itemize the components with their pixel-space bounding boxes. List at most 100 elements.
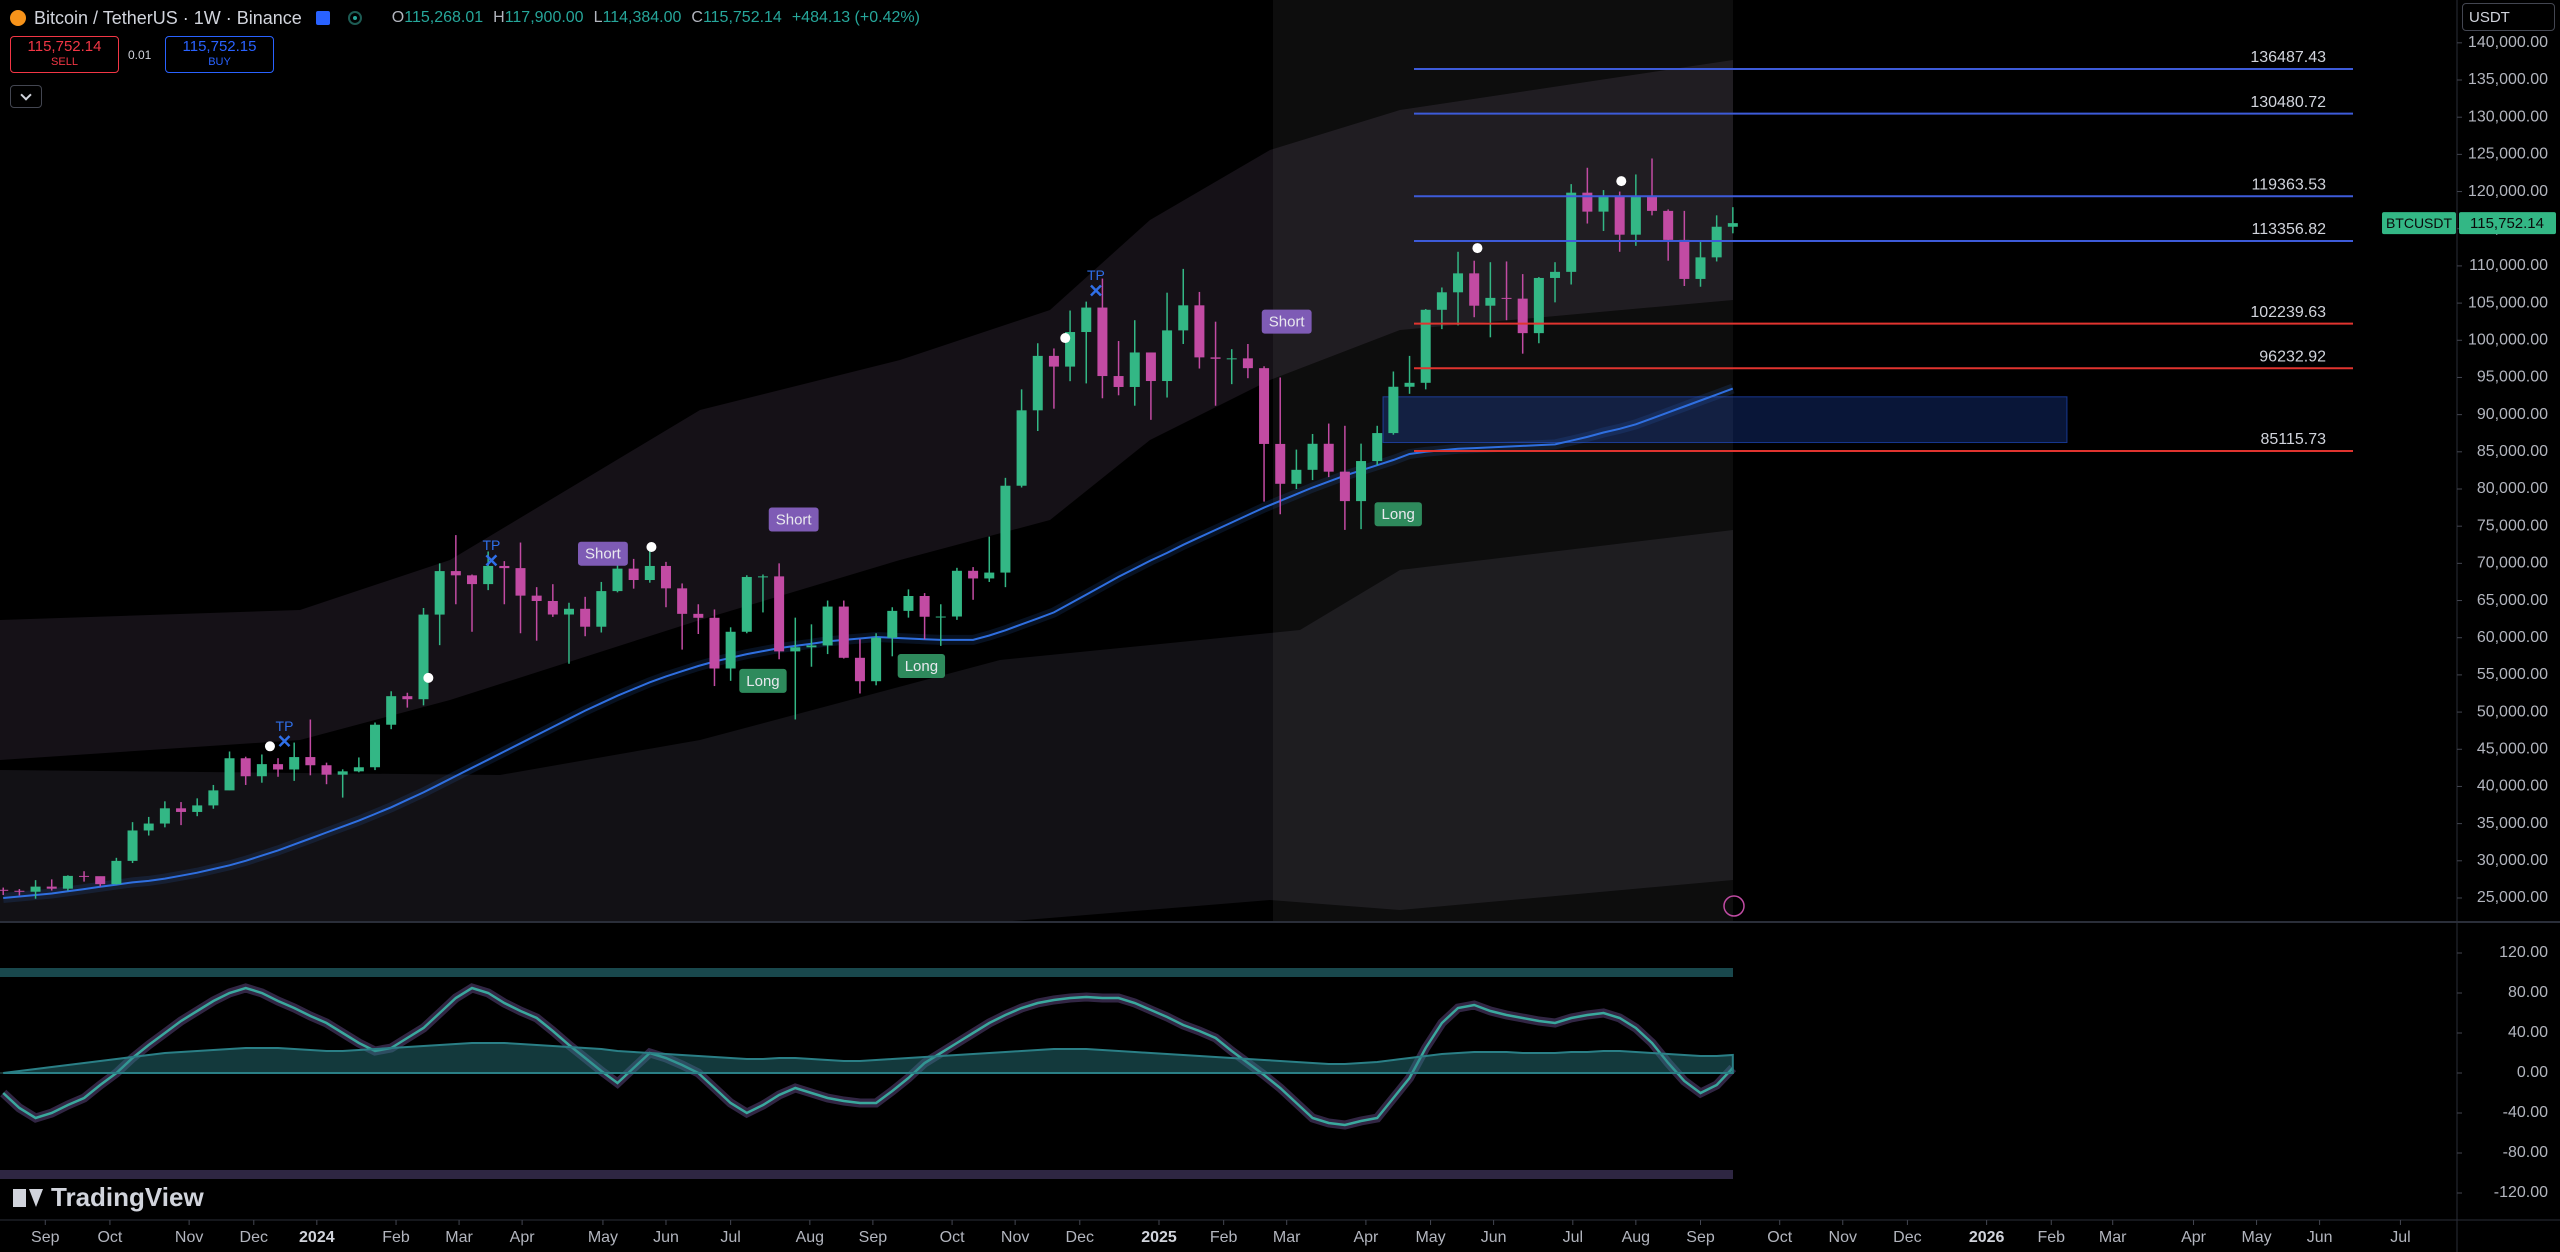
y-tick-label: 120,000.00: [2468, 183, 2548, 200]
axes: 25,000.00 30,000.00 35,000.00 40,000.00 45,0…: [31, 34, 2556, 1246]
sell-button[interactable]: 115,752.14 SELL: [10, 36, 119, 73]
candle-body: [1032, 355, 1043, 411]
candle-body: [337, 771, 348, 775]
price-pane: 136487.43 130480.72 119363.53 113356.82 1022…: [0, 49, 2353, 903]
candle-body: [531, 595, 542, 601]
y-tick-label: 100,000.00: [2468, 331, 2548, 348]
candle-body: [903, 596, 914, 611]
candle-body: [111, 860, 122, 885]
candle-body: [1727, 223, 1738, 227]
candle-body: [192, 805, 203, 812]
symbol-title[interactable]: Bitcoin / TetherUS · 1W · Binance: [34, 7, 302, 28]
candle-body: [1145, 352, 1156, 382]
zone: [1382, 396, 2068, 444]
candle-body: [434, 571, 445, 615]
sell-price: 115,752.14: [27, 38, 102, 55]
x-tick-label: Aug: [1622, 1229, 1650, 1246]
x-tick-label: Dec: [1066, 1229, 1094, 1246]
candle-body: [1113, 376, 1124, 387]
buy-label: BUY: [208, 56, 231, 68]
candle-body: [1339, 471, 1350, 502]
y-tick-label: 70,000.00: [2477, 555, 2548, 572]
y-tick-label: 90,000.00: [2477, 406, 2548, 423]
candle-body: [1630, 196, 1641, 235]
x-tick-label: Sep: [31, 1229, 60, 1246]
candle-body: [1420, 309, 1431, 383]
currency-select[interactable]: USDT: [2462, 3, 2555, 31]
candle-body: [1259, 368, 1270, 444]
candle-body: [159, 808, 170, 824]
candle-body: [1194, 305, 1205, 358]
candle-body: [1582, 192, 1593, 212]
signal-label: Short: [585, 546, 622, 563]
y-tick-label: 130,000.00: [2468, 108, 2548, 125]
x-tick-label: Aug: [796, 1229, 824, 1246]
coin-icon: [10, 10, 26, 26]
signal-box: [739, 668, 787, 693]
y-tick-label: 75,000.00: [2477, 517, 2548, 534]
x-tick-label: Sep: [859, 1229, 888, 1246]
candle-body: [871, 637, 882, 682]
osc-area: [3, 1042, 1734, 1074]
y-tick-label: 80.00: [2508, 984, 2548, 1001]
signal-cross: [485, 554, 498, 567]
candle-body: [1129, 352, 1140, 387]
sell-label: SELL: [51, 56, 78, 68]
ohlc-item: L114,384.00: [594, 9, 682, 27]
candle-body: [402, 696, 413, 700]
buy-button[interactable]: 115,752.15 BUY: [165, 36, 274, 73]
x-tick-label: May: [2241, 1229, 2271, 1246]
symbol-header: Bitcoin / TetherUS · 1W · Binance O115,2…: [10, 4, 920, 32]
oscillator-pane: [0, 983, 1737, 1130]
candle-body: [305, 757, 316, 766]
market-status: [347, 11, 362, 25]
y-tick-label: 120.00: [2499, 944, 2548, 961]
signal-dot: [1060, 333, 1071, 344]
candle-body: [1404, 382, 1415, 387]
flag-icon[interactable]: [315, 11, 330, 25]
collapse-button[interactable]: [10, 85, 42, 108]
y-tick-label: 45,000.00: [2477, 740, 2548, 757]
price-tag-price: 115,752.14: [2470, 215, 2544, 232]
candle-body: [30, 886, 41, 892]
candle-body: [693, 613, 704, 618]
candle-body: [628, 568, 639, 581]
level-label: 113356.82: [2252, 221, 2327, 238]
candle-body: [1533, 277, 1544, 334]
x-tick-label: Jul: [2390, 1229, 2410, 1246]
y-tick-label: 50,000.00: [2477, 703, 2548, 720]
brand-logo[interactable]: TradingView: [13, 1182, 204, 1213]
alert-icon[interactable]: [1723, 895, 1745, 917]
candle-body: [1501, 297, 1512, 299]
signal-cross: [1090, 284, 1102, 297]
x-tick-label: Nov: [1001, 1229, 1029, 1246]
candle-body: [968, 570, 979, 579]
ohlc-value: 115,752.14: [702, 9, 782, 26]
candle-body: [1356, 461, 1367, 502]
x-tick-label: Jun: [653, 1229, 679, 1246]
candle-body: [515, 568, 526, 596]
brand-name: TradingView: [51, 1182, 204, 1212]
ohlc-item: O115,268.01: [392, 9, 483, 27]
y-tick-label: 35,000.00: [2477, 815, 2548, 832]
candle-body: [774, 576, 785, 652]
candle-body: [256, 764, 267, 777]
signal-label: Long: [1382, 506, 1415, 523]
ohlc-key: O: [391, 9, 405, 26]
osc-line: [2, 986, 1734, 1127]
x-tick-label: 2024: [299, 1229, 335, 1246]
y-tick-label: 40.00: [2508, 1024, 2548, 1041]
candle-body: [1048, 355, 1059, 367]
signal-box: [578, 541, 628, 566]
candle-body: [1081, 307, 1092, 333]
candle-body: [1388, 386, 1399, 434]
x-tick-label: Dec: [240, 1229, 268, 1246]
candle-body: [289, 757, 300, 770]
candle-body: [709, 617, 720, 669]
x-tick-label: Jun: [2307, 1229, 2333, 1246]
ohlc-item: H117,900.00: [493, 9, 583, 27]
x-tick-label: Dec: [1893, 1229, 1921, 1246]
candle-body: [1210, 357, 1221, 359]
ohlc-value: 115,268.01: [404, 9, 484, 26]
